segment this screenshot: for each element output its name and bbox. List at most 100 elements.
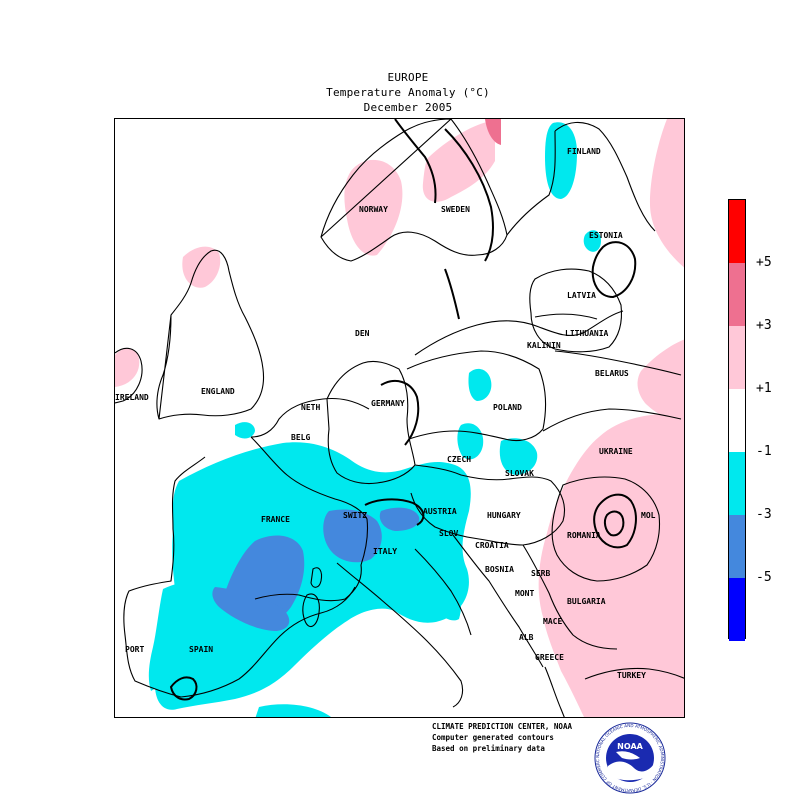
label-poland: POLAND: [493, 403, 522, 412]
label-macedonia: MACE: [543, 617, 563, 626]
label-spain: SPAIN: [189, 645, 214, 654]
noaa-logo-text: NOAA: [617, 742, 643, 751]
warm-area-sweden: [422, 121, 495, 202]
border-romania: [551, 476, 661, 582]
contour-estonia-ring: [591, 241, 637, 299]
label-germany: GERMANY: [371, 399, 405, 408]
label-sweden: SWEDEN: [441, 205, 470, 214]
contour-romania-ring-outer: [593, 493, 637, 549]
label-ukraine: UKRAINE: [599, 447, 633, 456]
contour-spain-south: [169, 676, 198, 701]
border-france: [250, 436, 369, 602]
label-belarus: BELARUS: [595, 369, 629, 378]
legend-swatch-neutral: [729, 389, 745, 452]
credit-line-1: CLIMATE PREDICTION CENTER, NOAA: [432, 722, 572, 731]
coast-uk: [156, 249, 265, 420]
label-norway: NORWAY: [359, 205, 388, 214]
credit-line-3: Based on preliminary data: [432, 744, 545, 753]
label-turkey: TURKEY: [617, 671, 646, 680]
warm-anomaly-areas: [115, 119, 684, 717]
warm-area-ukraine-romania: [538, 413, 684, 717]
label-montenegro: MONT: [515, 589, 535, 598]
noaa-logo: NATIONAL OCEANIC AND ATMOSPHERIC ADMINIS…: [594, 722, 666, 794]
border-balkans: [452, 534, 618, 668]
very-warm-anomaly-areas: [485, 119, 501, 145]
legend-label-plus5: +5: [756, 255, 772, 270]
credit-line-2: Computer generated contours: [432, 733, 554, 742]
cold-area-finland-west: [545, 122, 577, 199]
anomaly-map-svg: [115, 119, 684, 717]
coast-scandinavia: [320, 119, 508, 262]
legend-swatch-coldest: [729, 578, 745, 641]
color-legend: [728, 199, 746, 641]
label-portugal: PORT: [125, 645, 145, 654]
cold-area-poland: [468, 368, 492, 401]
coast-gulf-bothnia: [506, 121, 656, 236]
map-title-region: EUROPE: [387, 71, 429, 84]
label-croatia: CROATIA: [475, 541, 509, 550]
map-title-period: December 2005: [363, 101, 453, 114]
label-switzerland: SWITZ: [343, 511, 368, 520]
very-cold-area-pyrenees: [212, 587, 290, 631]
legend-label-plus3: +3: [756, 318, 772, 333]
label-greece: GREECE: [535, 653, 564, 662]
legend-label-minus3: -3: [756, 507, 772, 522]
border-poland: [406, 350, 547, 442]
warm-area-norway: [344, 159, 403, 256]
label-ireland: IRELAND: [115, 393, 149, 402]
warm-area-finland-east: [649, 119, 684, 268]
coast-italy: [336, 548, 472, 708]
country-borders: [115, 119, 684, 717]
label-bosnia: BOSNIA: [485, 565, 514, 574]
cold-area-estonia: [583, 230, 601, 252]
label-denmark: DEN: [355, 329, 370, 338]
label-england: ENGLAND: [201, 387, 235, 396]
coast-france-iberia: [123, 397, 370, 698]
map-title-variable: Temperature Anomaly (°C): [326, 86, 490, 99]
anomaly-contours: [169, 119, 637, 701]
label-bulgaria: BULGARIA: [567, 597, 606, 606]
legend-swatch-cold: [729, 452, 745, 515]
contour-alps: [364, 498, 425, 526]
contour-germany: [380, 380, 420, 446]
legend-label-minus5: -5: [756, 570, 772, 585]
very-cold-area-austria-tyrol: [379, 507, 420, 531]
label-estonia: ESTONIA: [589, 231, 623, 240]
contour-baltic-region: [444, 268, 460, 320]
border-germany: [326, 360, 416, 485]
contour-sweden-north: [444, 128, 494, 262]
border-baltics: [529, 268, 623, 353]
legend-swatch-warm: [729, 326, 745, 389]
cold-area-sicily: [255, 704, 331, 717]
label-slovenia: SLOV: [439, 529, 459, 538]
label-hungary: HUNGARY: [487, 511, 521, 520]
cold-area-slovakia: [499, 438, 538, 475]
coast-sardinia: [302, 593, 320, 628]
legend-label-plus1: +1: [756, 381, 772, 396]
border-belarus-ukraine: [542, 350, 682, 432]
warm-area-ireland: [115, 348, 140, 387]
label-italy: ITALY: [373, 547, 398, 556]
label-kalinin: KALININ: [527, 341, 561, 350]
label-netherlands: NETH: [301, 403, 321, 412]
cold-area-belgium: [235, 422, 255, 439]
label-lithuania: LITHUANIA: [565, 329, 609, 338]
legend-label-minus1: -1: [756, 444, 772, 459]
label-slovakia: SLOVAK: [505, 469, 534, 478]
border-central: [410, 464, 566, 546]
coast-greece-turkey: [544, 666, 684, 717]
very-warm-area-sweden-north: [485, 119, 501, 145]
legend-swatch-very-cold: [729, 515, 745, 578]
label-france: FRANCE: [261, 515, 290, 524]
label-czech: CZECH: [447, 455, 472, 464]
label-albania: ALB: [519, 633, 534, 642]
label-belgium: BELG: [291, 433, 311, 442]
warm-area-scotland: [182, 246, 221, 288]
contour-romania-ring-inner: [603, 510, 625, 537]
coast-ireland: [115, 347, 143, 404]
label-moldova: MOL: [641, 511, 656, 520]
legend-swatch-very-warm: [729, 263, 745, 326]
coast-corsica: [310, 567, 323, 588]
label-romania: ROMANIA: [567, 531, 601, 540]
warm-area-belarus: [637, 339, 684, 422]
